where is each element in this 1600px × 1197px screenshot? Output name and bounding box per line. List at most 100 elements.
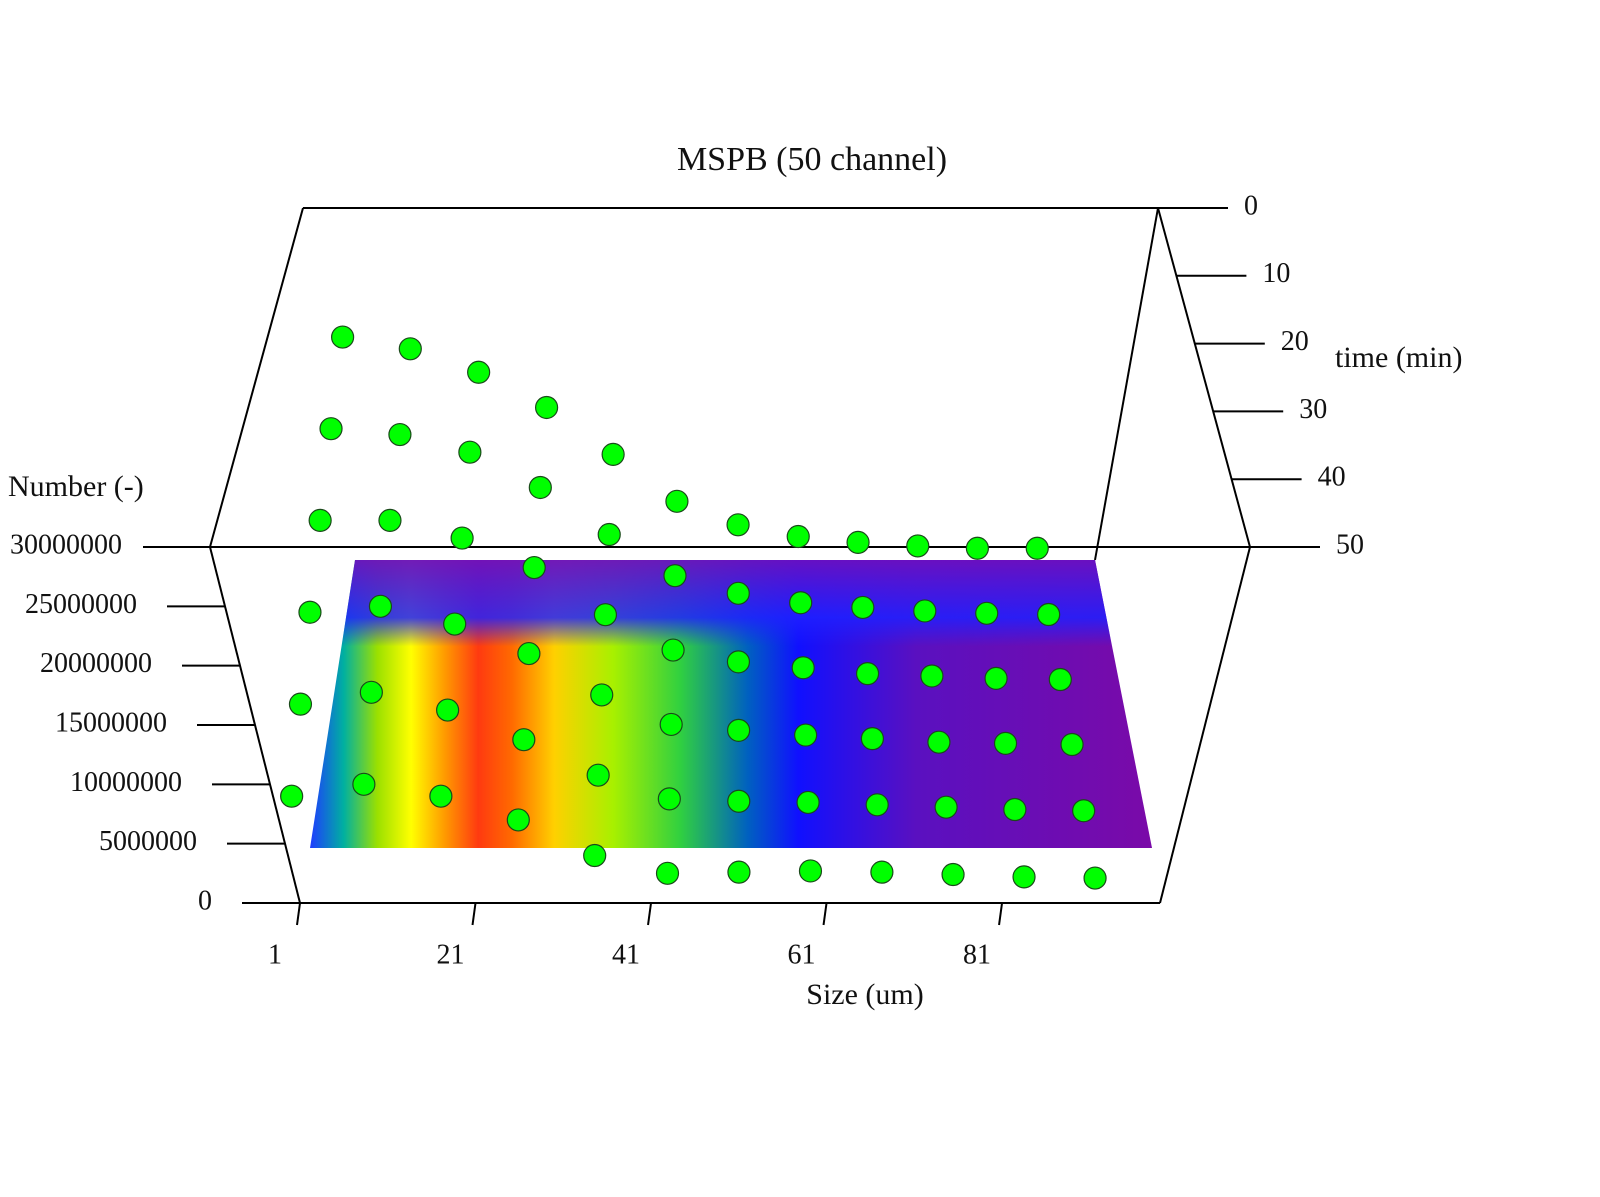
data-point	[298, 600, 322, 624]
z-tick-label: 30000000	[10, 529, 122, 560]
data-point	[789, 591, 813, 615]
data-point	[659, 712, 683, 737]
box-edge	[1157, 207, 1251, 548]
x-axis-label: Size (um)	[806, 978, 923, 1011]
y-tick-label: 0	[1244, 190, 1258, 221]
data-point	[512, 728, 536, 752]
data-point	[308, 508, 332, 533]
x-tick	[296, 902, 301, 926]
data-point	[727, 860, 751, 884]
data-point	[906, 534, 930, 558]
data-point	[522, 555, 546, 580]
data-point	[657, 787, 681, 811]
box-edge	[1094, 207, 1159, 561]
data-point	[794, 723, 818, 747]
data-point	[593, 603, 618, 627]
data-point	[665, 489, 689, 513]
data-point	[534, 395, 559, 420]
data-point	[1012, 865, 1036, 889]
box-edge	[1159, 546, 1251, 904]
z-tick-label: 15000000	[55, 707, 167, 738]
y-axis-label: time (min)	[1335, 341, 1462, 374]
data-point	[941, 862, 965, 887]
data-point	[506, 808, 530, 832]
x-tick-label: 21	[437, 939, 465, 970]
data-point	[528, 475, 552, 500]
data-point	[726, 513, 750, 537]
x-tick-label: 1	[268, 939, 282, 970]
data-point	[1083, 866, 1107, 890]
chart-title: MSPB (50 channel)	[677, 141, 947, 178]
data-point	[352, 772, 376, 796]
data-point	[583, 843, 607, 868]
data-point	[798, 859, 823, 883]
z-tick-label: 20000000	[40, 648, 152, 679]
y-tick-label: 30	[1299, 394, 1327, 425]
data-point	[517, 641, 541, 666]
data-point	[388, 422, 412, 447]
y-tick-label: 20	[1281, 326, 1309, 357]
y-tick-label: 10	[1262, 258, 1290, 289]
x-tick-label: 61	[788, 939, 816, 970]
data-point	[661, 638, 685, 662]
data-point	[851, 595, 875, 620]
data-point	[450, 526, 474, 550]
y-tick-label: 50	[1336, 529, 1364, 560]
data-point	[378, 508, 402, 533]
contour-shade	[310, 560, 1152, 848]
data-point	[458, 440, 482, 464]
data-point	[870, 860, 894, 884]
data-point	[965, 536, 989, 560]
data-point	[368, 594, 393, 618]
data-point	[1048, 667, 1072, 692]
data-point	[1060, 732, 1084, 757]
y-tick-label: 40	[1318, 462, 1346, 493]
data-point	[927, 730, 951, 754]
data-point	[786, 524, 810, 549]
x-tick-label: 41	[612, 939, 640, 970]
data-point	[796, 790, 820, 815]
data-point	[586, 763, 610, 787]
x-tick-label: 81	[963, 939, 991, 970]
data-point	[597, 522, 621, 547]
data-point	[1072, 799, 1096, 823]
data-point	[443, 612, 467, 636]
x-tick	[471, 902, 477, 926]
data-point	[436, 698, 460, 722]
data-point	[865, 793, 889, 817]
data-point	[429, 784, 453, 808]
data-point	[855, 662, 880, 686]
data-point	[467, 360, 491, 384]
data-point	[601, 442, 625, 466]
data-point	[860, 727, 885, 751]
data-point	[727, 718, 751, 742]
z-tick-label: 5000000	[99, 826, 197, 857]
box-edge	[209, 207, 304, 548]
data-point	[288, 692, 313, 716]
data-point	[398, 337, 422, 361]
data-point	[726, 581, 750, 605]
data-point	[319, 417, 343, 441]
data-point	[993, 731, 1018, 755]
x-tick	[998, 902, 1004, 926]
data-point	[655, 861, 680, 885]
z-axis-label: Number (-)	[8, 470, 144, 503]
data-point	[1025, 536, 1049, 560]
data-point	[726, 650, 751, 674]
z-tick-label: 0	[198, 885, 212, 916]
data-point	[984, 666, 1008, 690]
x-tick	[822, 902, 828, 926]
marks	[280, 325, 1107, 890]
data-point	[791, 656, 815, 680]
data-point	[280, 784, 304, 808]
data-point	[727, 789, 751, 813]
data-point	[590, 683, 614, 707]
data-point	[663, 564, 687, 588]
data-point	[331, 325, 355, 349]
data-point	[1003, 797, 1027, 822]
data-point	[1037, 602, 1061, 627]
data-point	[359, 680, 383, 704]
z-tick-label: 25000000	[25, 589, 137, 620]
data-point	[975, 601, 999, 625]
